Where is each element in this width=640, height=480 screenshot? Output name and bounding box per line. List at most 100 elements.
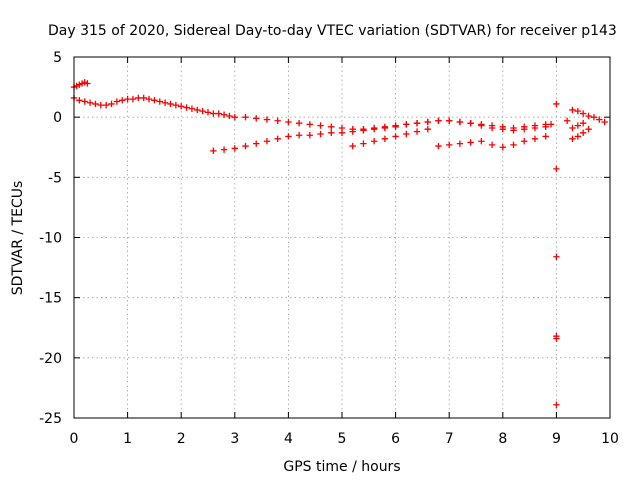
data-point-1-20 bbox=[424, 118, 431, 126]
x-tick-label-9: 9 bbox=[552, 431, 561, 447]
data-point-2-9 bbox=[446, 141, 453, 149]
data-point-1-23 bbox=[456, 118, 464, 126]
data-point-2-4 bbox=[392, 133, 399, 140]
data-point-0-1 bbox=[76, 97, 83, 104]
data-point-4-13 bbox=[574, 122, 582, 129]
data-point-1-9 bbox=[306, 132, 314, 139]
data-point-0-4 bbox=[92, 100, 99, 108]
data-point-0-8 bbox=[113, 98, 121, 105]
data-point-2-18 bbox=[542, 133, 549, 140]
data-point-4-6 bbox=[596, 116, 603, 123]
data-point-4-2 bbox=[574, 107, 582, 115]
data-point-2-15 bbox=[510, 141, 517, 149]
y-tick-label-1: 0 bbox=[53, 110, 62, 126]
data-point-1-24 bbox=[467, 119, 474, 127]
data-point-0-34 bbox=[274, 117, 281, 124]
data-point-0-3 bbox=[86, 99, 94, 106]
data-point-0-15 bbox=[151, 97, 158, 104]
data-point-1-14 bbox=[360, 127, 367, 134]
data-point-0-26 bbox=[210, 110, 217, 117]
y-tick-label-6: -25 bbox=[39, 411, 62, 427]
y-tick-label-2: -5 bbox=[48, 170, 62, 186]
data-point-4-7 bbox=[601, 118, 608, 126]
data-point-0-24 bbox=[199, 107, 206, 115]
data-point-1-17 bbox=[392, 123, 399, 130]
data-point-1-2 bbox=[231, 145, 238, 152]
data-point-2-17 bbox=[531, 135, 539, 143]
data-point-2-7 bbox=[424, 126, 431, 133]
x-tick-label-10: 10 bbox=[601, 431, 619, 447]
data-point-0-18 bbox=[167, 100, 174, 108]
data-point-1-30 bbox=[531, 124, 539, 132]
y-tick-label-0: 5 bbox=[53, 50, 62, 66]
data-point-1-19 bbox=[413, 119, 421, 127]
data-point-1-22 bbox=[446, 117, 453, 124]
data-point-1-25 bbox=[478, 122, 485, 129]
data-point-4-3 bbox=[580, 110, 587, 117]
data-point-0-33 bbox=[263, 116, 271, 123]
x-tick-label-6: 6 bbox=[391, 431, 400, 447]
data-point-0-29 bbox=[226, 112, 233, 120]
data-point-2-2 bbox=[370, 138, 378, 145]
data-point-1-7 bbox=[285, 133, 292, 140]
data-point-3-5 bbox=[84, 80, 91, 87]
data-points-layer bbox=[70, 79, 608, 408]
data-point-0-11 bbox=[129, 95, 137, 103]
data-point-0-12 bbox=[135, 94, 142, 102]
data-point-1-11 bbox=[328, 129, 335, 137]
data-point-1-31 bbox=[542, 123, 549, 130]
x-tick-label-8: 8 bbox=[498, 431, 507, 447]
data-point-0-6 bbox=[102, 101, 110, 109]
data-point-0-60 bbox=[547, 121, 555, 128]
data-point-2-10 bbox=[456, 140, 464, 147]
data-point-0-27 bbox=[215, 110, 222, 117]
data-point-0-31 bbox=[242, 113, 249, 121]
data-point-2-12 bbox=[478, 138, 485, 145]
data-point-0-35 bbox=[285, 118, 292, 126]
data-point-2-14 bbox=[499, 144, 506, 151]
series-lower-band bbox=[210, 117, 549, 155]
data-point-1-5 bbox=[263, 138, 271, 145]
data-point-5-5 bbox=[553, 401, 560, 408]
data-point-0-30 bbox=[231, 113, 238, 121]
y-tick-label-5: -20 bbox=[39, 351, 62, 367]
data-point-0-14 bbox=[145, 95, 153, 103]
chart-title: Day 315 of 2020, Sidereal Day-to-day VTE… bbox=[48, 23, 617, 39]
data-point-1-29 bbox=[521, 126, 528, 133]
data-point-0-37 bbox=[306, 121, 314, 128]
data-point-4-11 bbox=[585, 126, 592, 133]
data-point-0-5 bbox=[97, 101, 104, 109]
data-point-0-39 bbox=[328, 123, 335, 130]
data-point-0-10 bbox=[124, 95, 131, 103]
x-tick-label-5: 5 bbox=[338, 431, 347, 447]
data-point-1-21 bbox=[435, 117, 442, 124]
grid-layer bbox=[74, 57, 610, 418]
data-point-4-10 bbox=[580, 129, 587, 137]
data-point-4-0 bbox=[563, 117, 571, 124]
data-point-2-5 bbox=[403, 130, 410, 138]
data-point-0-25 bbox=[204, 109, 212, 116]
data-point-0-7 bbox=[108, 100, 115, 108]
data-point-1-18 bbox=[403, 121, 410, 128]
data-point-0-17 bbox=[161, 99, 169, 106]
data-point-0-9 bbox=[119, 97, 126, 104]
data-point-0-20 bbox=[178, 103, 185, 110]
plot-frame bbox=[73, 56, 611, 419]
y-tick-label-4: -15 bbox=[39, 291, 62, 307]
x-axis-label: GPS time / hours bbox=[283, 459, 400, 475]
data-point-2-1 bbox=[360, 140, 367, 147]
data-point-0-23 bbox=[194, 106, 201, 114]
x-tick-label-4: 4 bbox=[284, 431, 293, 447]
data-point-5-4 bbox=[553, 335, 560, 342]
data-point-4-9 bbox=[574, 133, 582, 140]
data-point-0-28 bbox=[220, 111, 228, 118]
data-point-1-8 bbox=[295, 132, 303, 139]
data-point-1-3 bbox=[242, 142, 249, 150]
data-point-1-6 bbox=[274, 135, 281, 143]
data-point-2-8 bbox=[435, 142, 442, 150]
tick-layer: 0 1 2 3 4 5 6 7 8 9 10 5 0 -5 -10 -15 -20 -25 bbox=[39, 50, 619, 447]
data-point-0-13 bbox=[140, 94, 147, 102]
data-point-2-16 bbox=[521, 138, 528, 145]
data-point-2-0 bbox=[349, 142, 356, 150]
